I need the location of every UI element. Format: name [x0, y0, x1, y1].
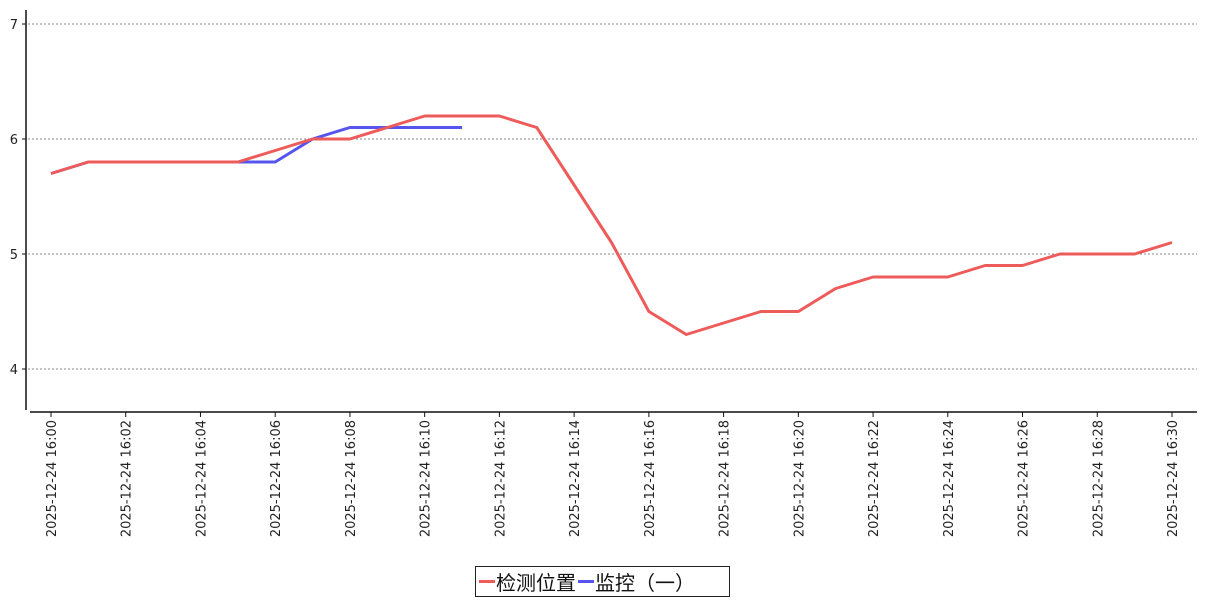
- x-tick-label: 2025-12-24 16:26: [1017, 420, 1032, 537]
- x-tick-label: 2025-12-24 16:04: [194, 420, 209, 537]
- x-tick-label: 2025-12-24 16:12: [493, 420, 508, 537]
- series-line-1: [50, 114, 1173, 336]
- x-tick-label: 2025-12-24 16:22: [867, 420, 882, 537]
- x-tick-label: 2025-12-24 16:08: [344, 420, 359, 537]
- x-tick-label: 2025-12-24 16:16: [643, 420, 658, 537]
- legend: 检测位置 监控（一）: [475, 566, 730, 597]
- x-tick-label: 2025-12-24 16:24: [942, 420, 957, 537]
- x-tick-label: 2025-12-24 16:10: [419, 420, 434, 537]
- legend-swatch: [479, 580, 495, 583]
- legend-label: 监控（一）: [595, 571, 695, 595]
- x-tick-label: 2025-12-24 16:00: [45, 420, 60, 537]
- legend-swatch: [578, 580, 594, 583]
- x-tick-label: 2025-12-24 16:14: [568, 420, 583, 537]
- x-tick-label: 2025-12-24 16:28: [1091, 420, 1106, 537]
- grid-lines: [28, 23, 1197, 370]
- legend-item[interactable]: 监控（一）: [578, 567, 695, 596]
- x-tick-label: 2025-12-24 16:20: [792, 420, 807, 537]
- y-tick-label: 4: [10, 363, 18, 378]
- x-axis-ticks: 2025-12-24 16:00 2025-12-24 16:02 2025-12-…: [45, 412, 1181, 537]
- legend-label: 检测位置: [496, 571, 576, 595]
- x-tick-label: 2025-12-24 16:18: [718, 420, 733, 537]
- x-tick-label: 2025-12-24 16:30: [1166, 420, 1181, 537]
- series-layer: [50, 114, 1173, 336]
- y-axis-ticks: 4 5 6 7: [10, 18, 26, 378]
- legend-item[interactable]: 检测位置: [479, 567, 576, 596]
- series-line-0: [50, 126, 463, 175]
- y-tick-label: 5: [10, 248, 18, 263]
- y-tick-label: 7: [10, 18, 18, 33]
- x-tick-label: 2025-12-24 16:06: [269, 420, 284, 537]
- x-tick-label: 2025-12-24 16:02: [120, 420, 135, 537]
- y-tick-label: 6: [10, 133, 18, 148]
